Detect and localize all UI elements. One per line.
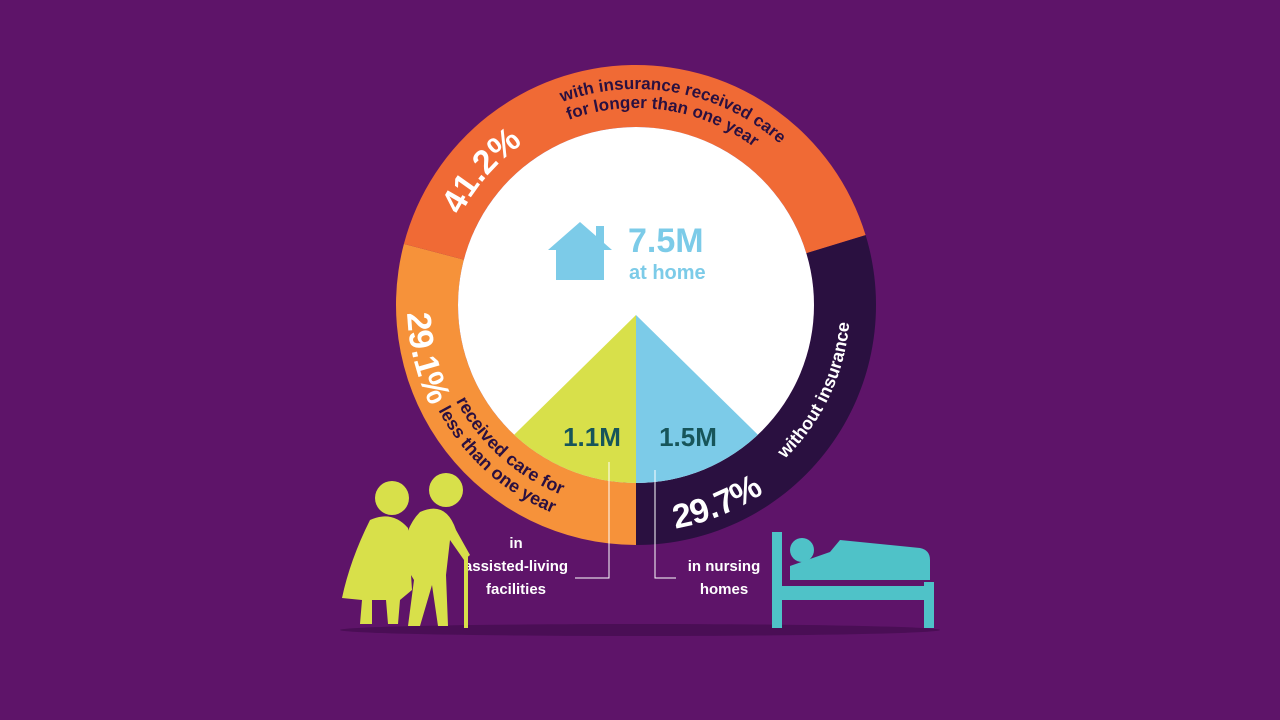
elderly-couple-icon xyxy=(342,473,470,628)
ground-shadow xyxy=(340,624,940,636)
ring xyxy=(395,64,877,546)
split-value: 1.5M xyxy=(659,422,717,452)
split-caption: in xyxy=(509,535,522,552)
ring-segment xyxy=(636,235,877,546)
split-caption: homes xyxy=(700,581,748,598)
ring-segment xyxy=(395,243,636,545)
split-caption: assisted-living xyxy=(464,558,568,575)
inner-circle xyxy=(458,127,814,483)
center-value: 7.5M xyxy=(628,222,704,260)
split-caption: in nursing xyxy=(688,558,761,575)
callout-line xyxy=(575,462,610,579)
bed-icon xyxy=(772,532,934,628)
split-value: 1.1M xyxy=(563,422,621,452)
callout-line xyxy=(654,470,676,579)
split-caption: facilities xyxy=(486,581,546,598)
center-caption: at home xyxy=(629,262,706,284)
house-icon xyxy=(548,222,612,280)
ring-segment xyxy=(403,64,866,260)
